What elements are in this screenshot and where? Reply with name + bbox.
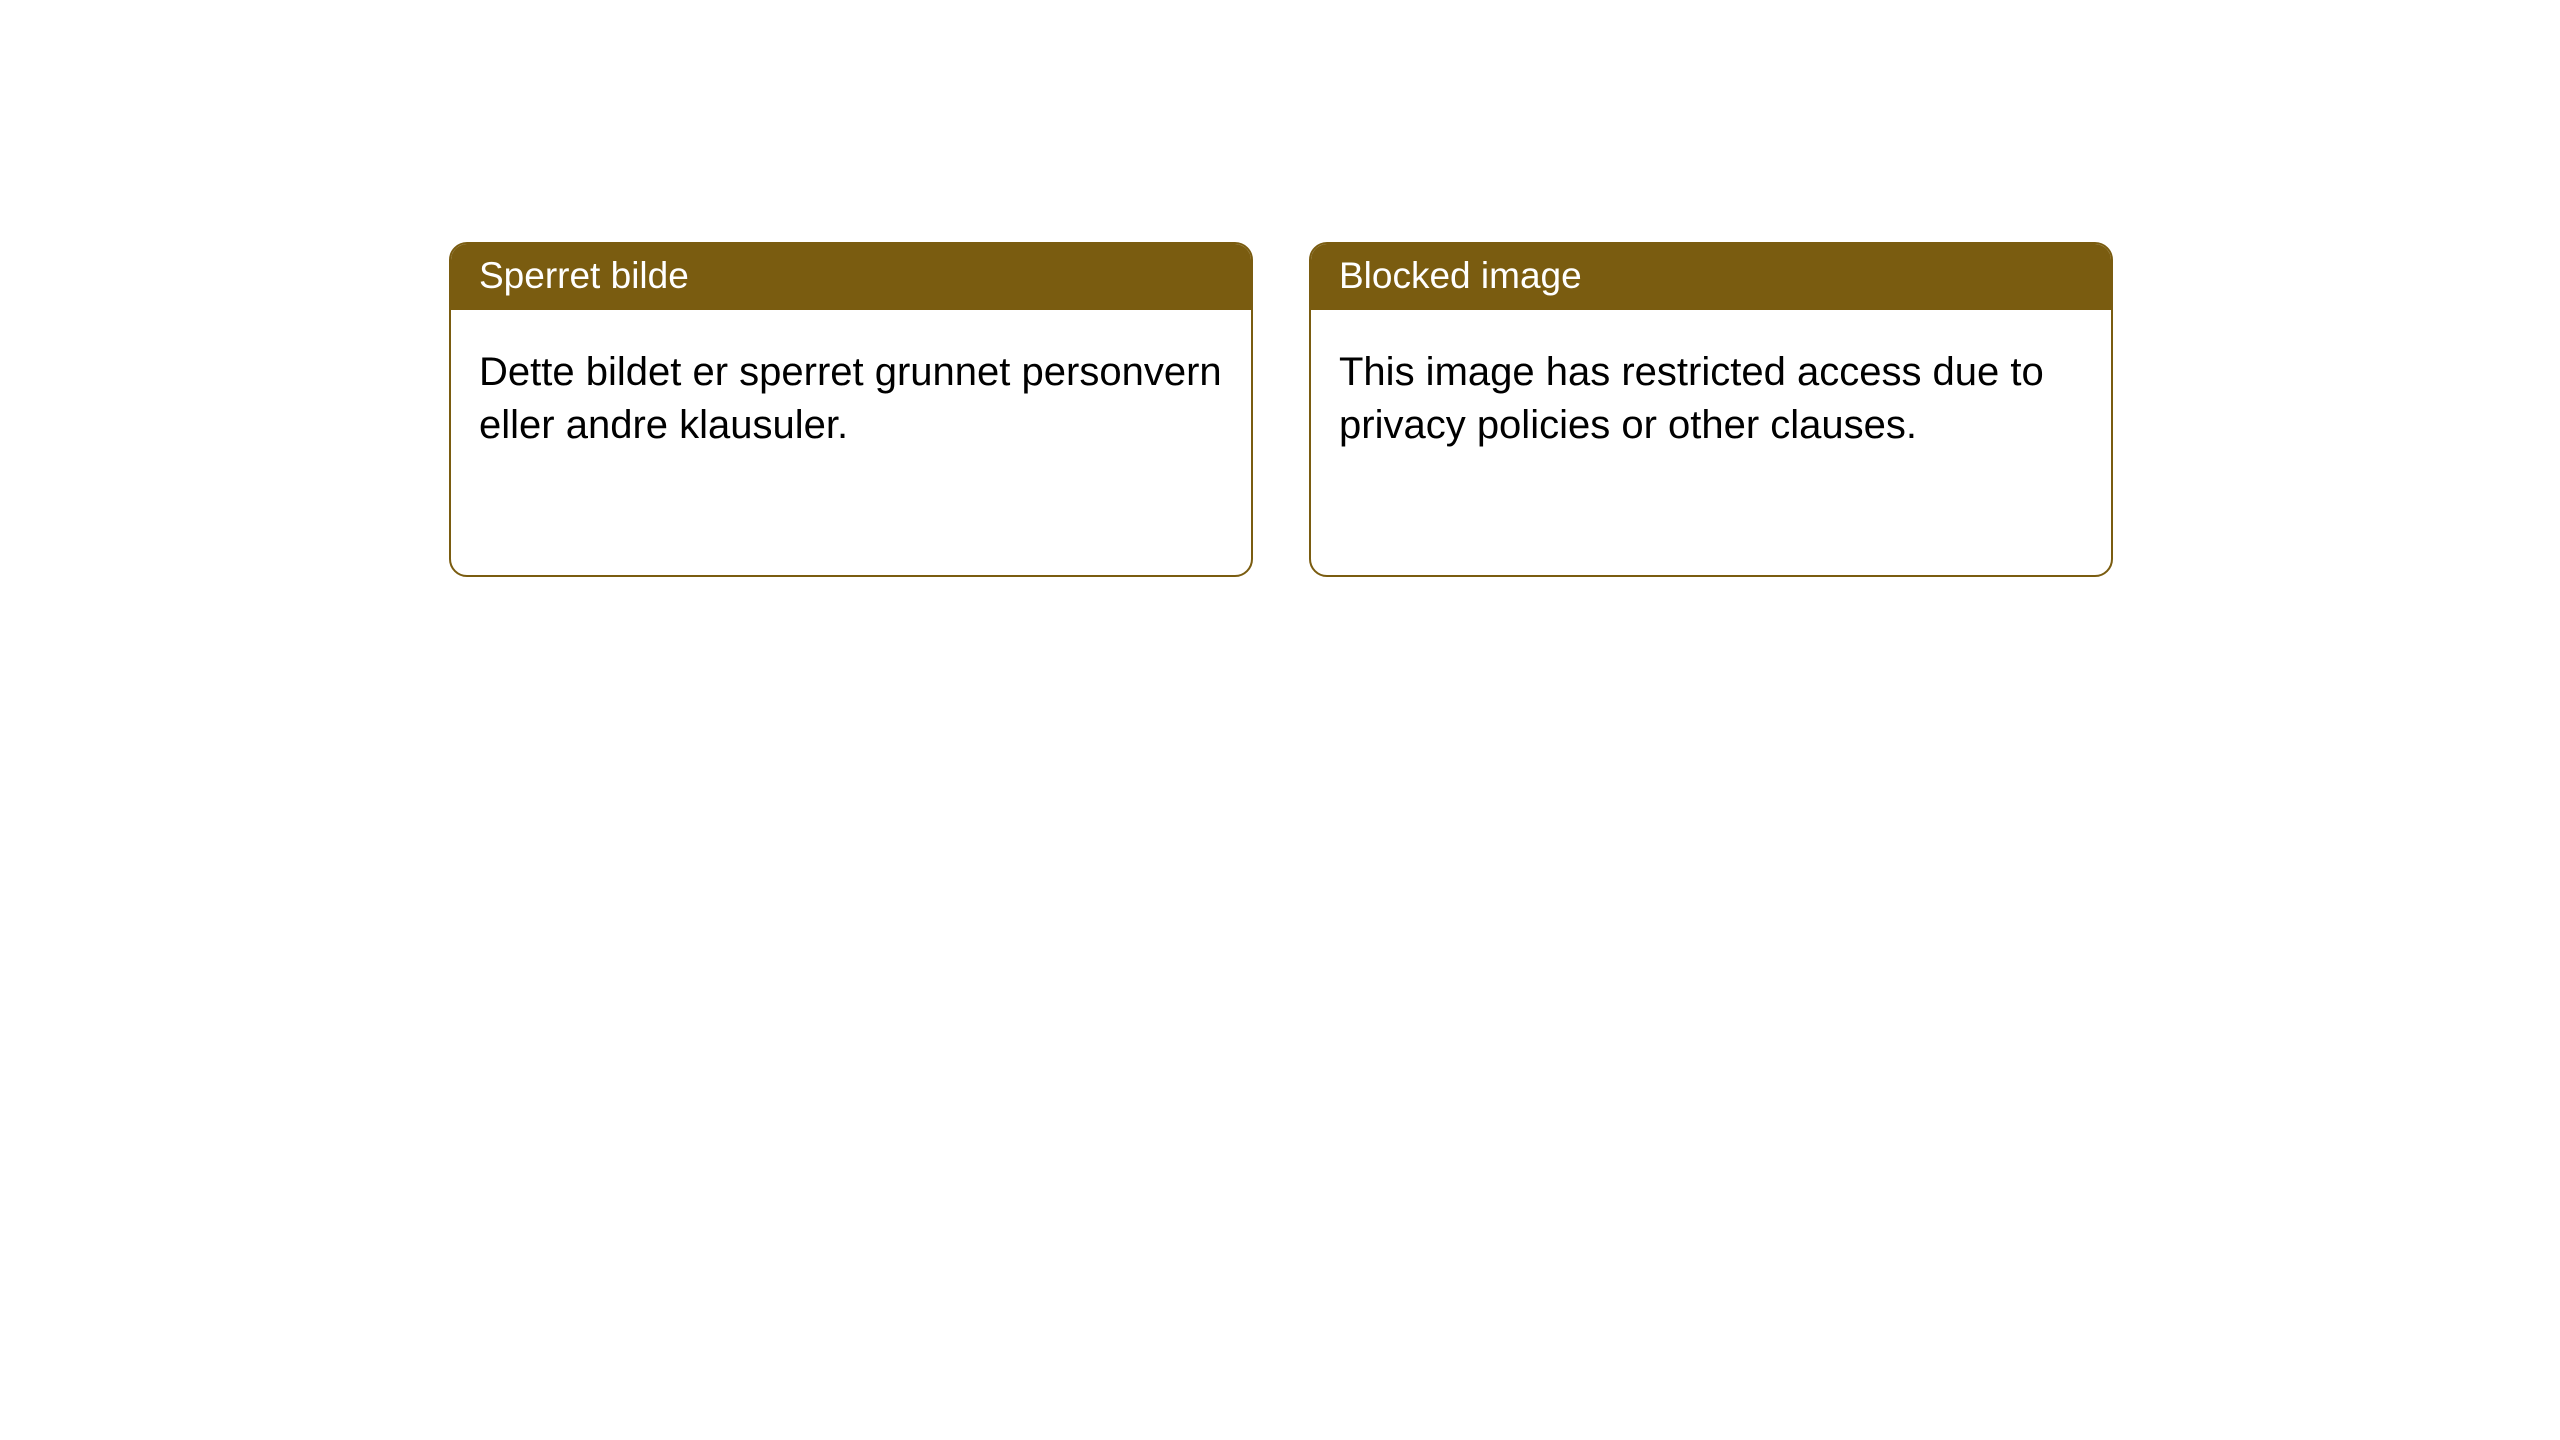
card-body-text: Dette bildet er sperret grunnet personve… [451, 310, 1251, 480]
card-title: Sperret bilde [451, 244, 1251, 310]
card-title: Blocked image [1311, 244, 2111, 310]
blocked-image-card-en: Blocked image This image has restricted … [1309, 242, 2113, 577]
card-body-text: This image has restricted access due to … [1311, 310, 2111, 480]
blocked-image-card-no: Sperret bilde Dette bildet er sperret gr… [449, 242, 1253, 577]
notice-cards-container: Sperret bilde Dette bildet er sperret gr… [0, 0, 2560, 577]
